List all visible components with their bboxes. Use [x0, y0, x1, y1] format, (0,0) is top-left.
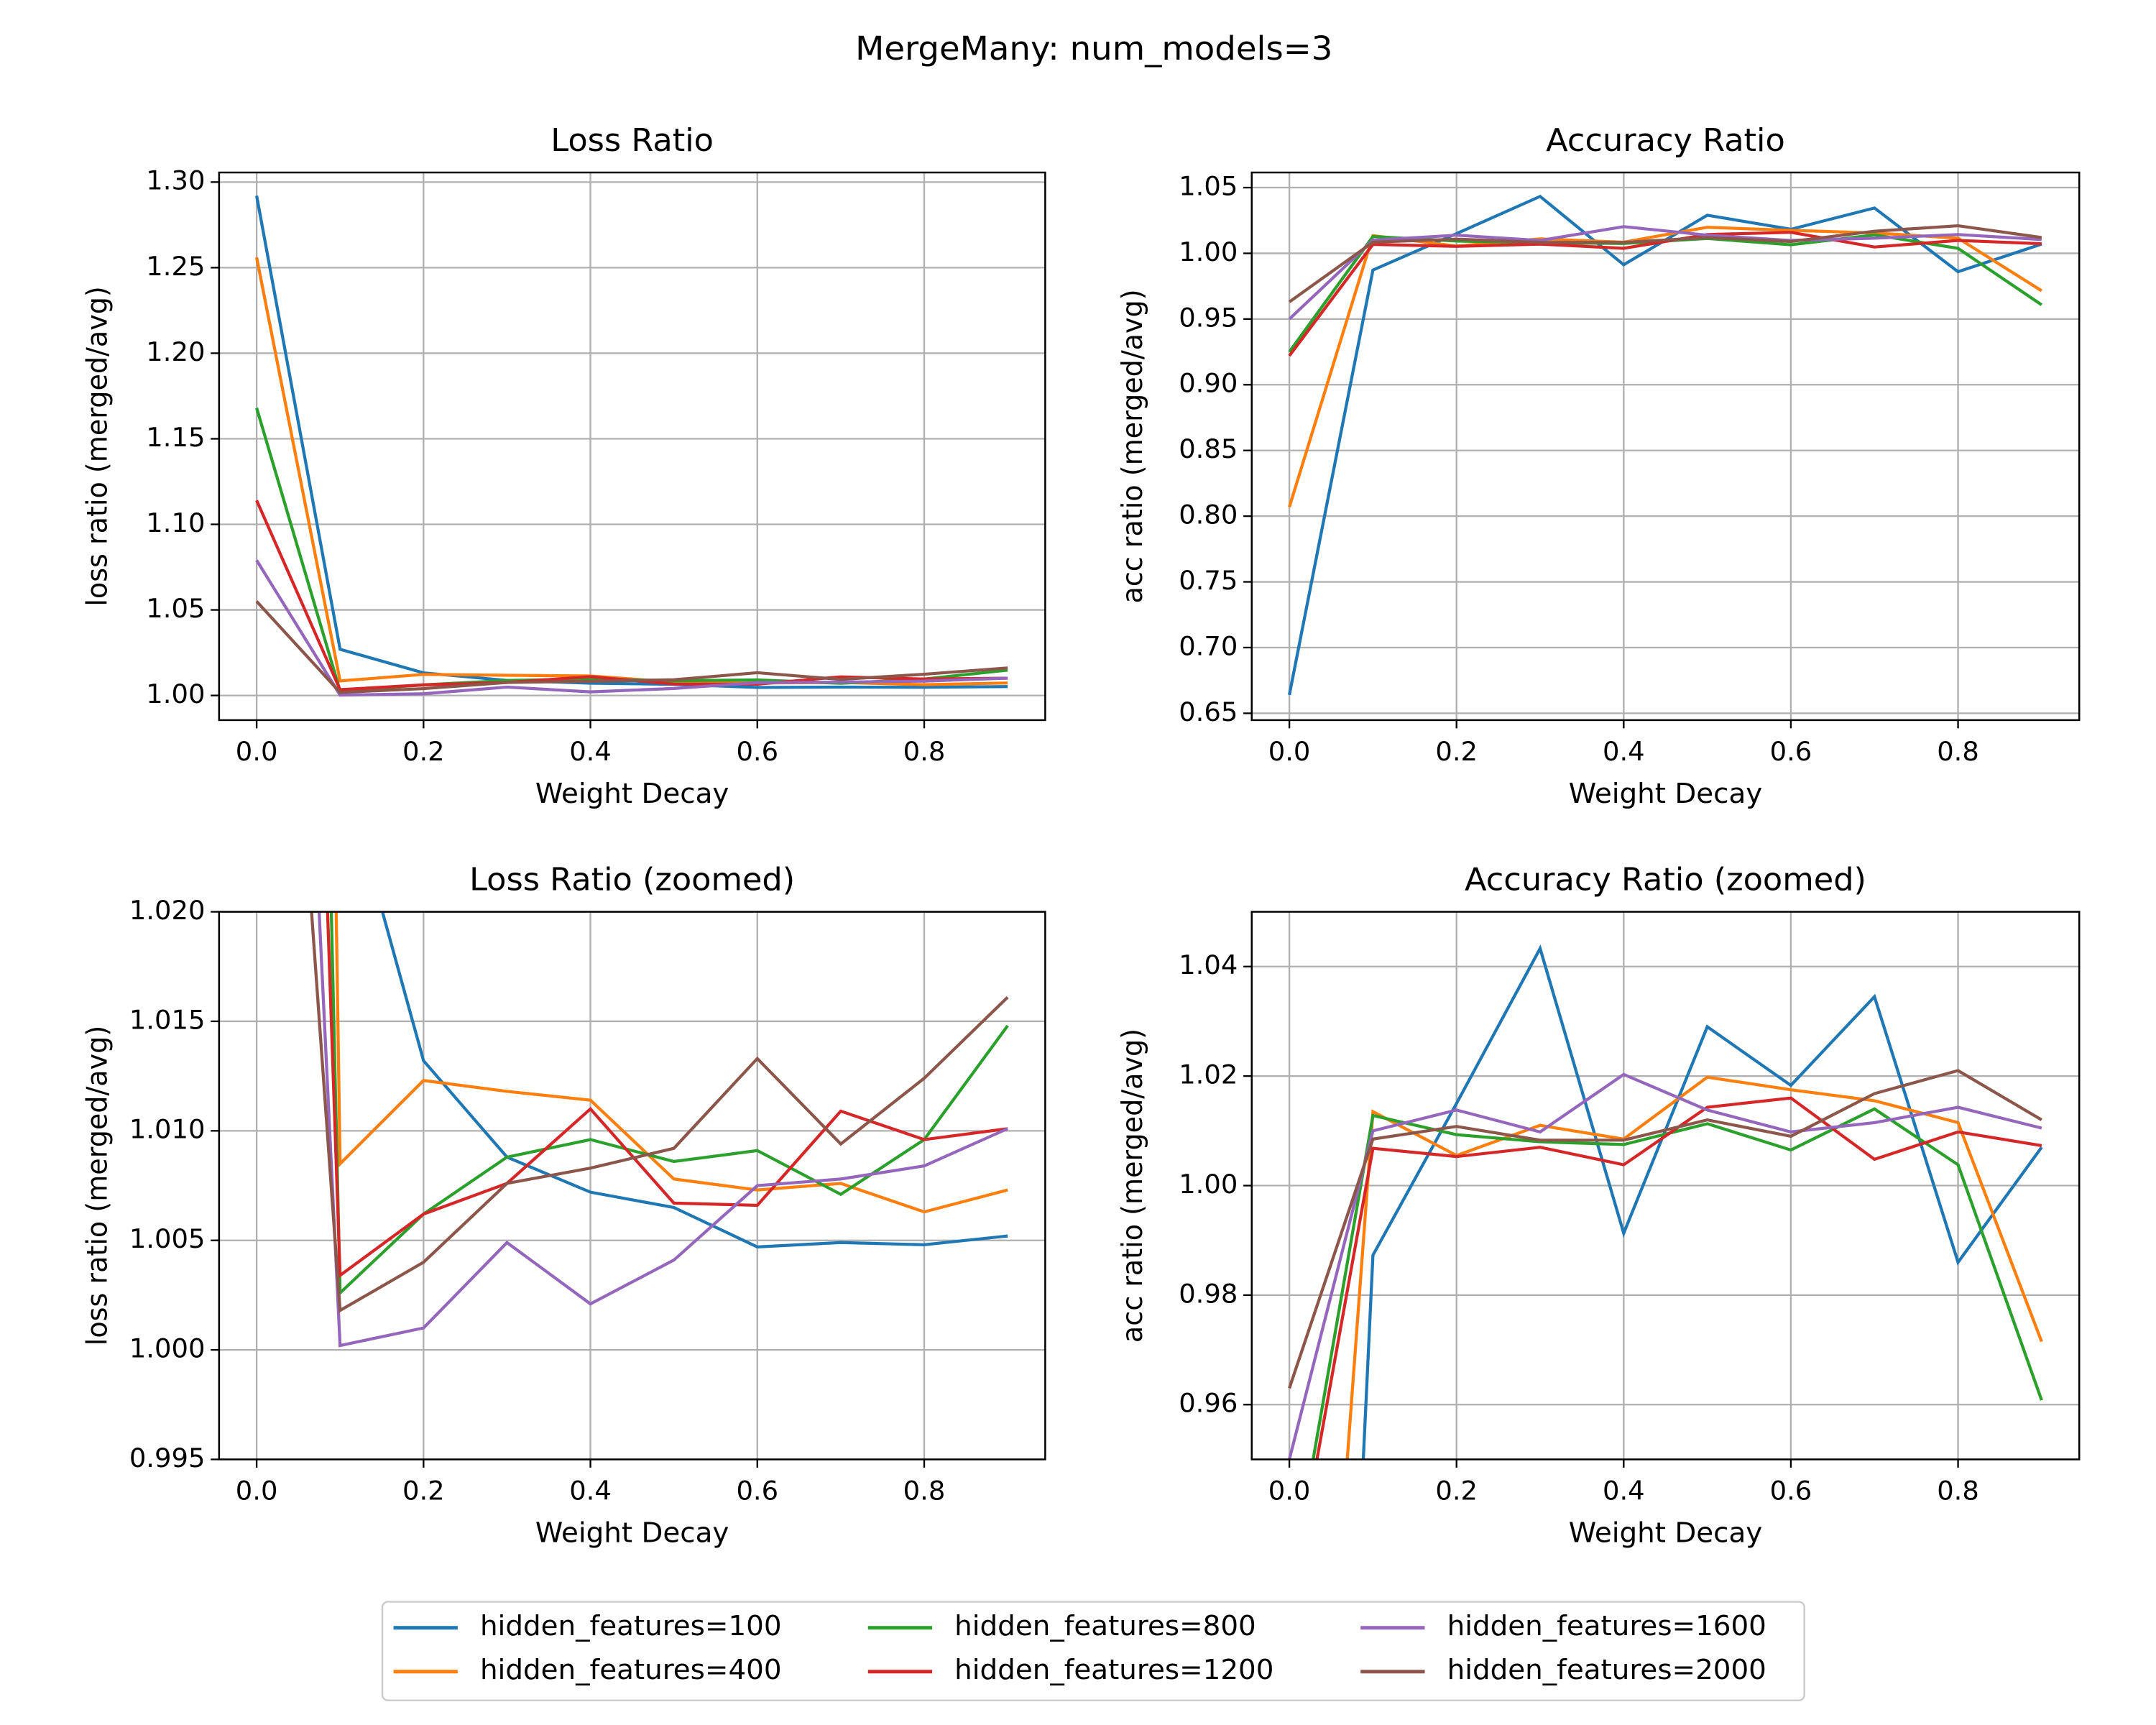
y-tick-label: 1.015 [129, 1005, 206, 1036]
y-tick-label: 0.96 [1179, 1388, 1238, 1419]
y-axis-label: acc ratio (merged/avg) [1117, 1029, 1149, 1343]
y-tick-label: 0.98 [1179, 1279, 1238, 1310]
subplot-title: Accuracy Ratio (zoomed) [1465, 862, 1866, 898]
series-line [255, 600, 1008, 694]
series-line [1288, 226, 2043, 507]
y-tick-label: 0.75 [1179, 565, 1238, 596]
series-line [1315, 1096, 2042, 1460]
y-tick-label: 0.70 [1179, 631, 1238, 662]
y-axis-label: loss ratio (merged/avg) [81, 286, 114, 606]
y-tick-label: 0.80 [1179, 500, 1238, 530]
legend-label: hidden_features=2000 [1447, 1654, 1766, 1686]
x-tick-label: 0.0 [236, 1476, 278, 1506]
y-tick-label: 1.00 [1179, 1169, 1238, 1200]
subplot-title: Loss Ratio [550, 122, 714, 159]
series-line [255, 559, 1008, 697]
subplot-title: Loss Ratio (zoomed) [469, 862, 795, 898]
x-tick-label: 0.8 [1937, 736, 1979, 767]
series-line [1287, 194, 2042, 696]
y-tick-label: 1.010 [129, 1114, 206, 1145]
series-line [1288, 1072, 2042, 1460]
y-axis-label: acc ratio (merged/avg) [1117, 289, 1149, 603]
x-tick-label: 0.4 [1603, 1476, 1645, 1506]
plot-frame [1250, 171, 2081, 722]
x-tick-label: 0.4 [1603, 736, 1645, 767]
series-line [334, 911, 1008, 1214]
x-tick-label: 0.0 [1268, 1476, 1311, 1506]
x-tick-label: 0.6 [1770, 1476, 1812, 1506]
y-tick-label: 1.00 [146, 678, 205, 709]
y-tick-label: 0.95 [1179, 303, 1238, 334]
x-tick-label: 0.2 [1435, 1476, 1478, 1506]
x-tick-label: 0.2 [402, 736, 445, 767]
y-tick-label: 1.005 [129, 1223, 206, 1254]
y-tick-label: 1.25 [146, 251, 205, 282]
y-tick-label: 0.995 [129, 1443, 206, 1473]
series-line [1288, 1069, 2042, 1389]
series-line [1288, 225, 2042, 321]
x-tick-label: 0.2 [402, 1476, 445, 1506]
x-tick-label: 0.6 [736, 1476, 778, 1506]
x-tick-label: 0.4 [569, 1476, 612, 1506]
x-axis-label: Weight Decay [1569, 1517, 1762, 1550]
x-axis-label: Weight Decay [535, 1517, 729, 1550]
series-line [310, 911, 1009, 1313]
x-tick-label: 0.6 [736, 736, 778, 767]
series-line [1312, 1107, 2043, 1460]
series-line [255, 500, 1008, 691]
y-tick-label: 0.65 [1179, 696, 1238, 727]
series-line [380, 911, 1008, 1248]
y-tick-label: 1.10 [146, 507, 205, 538]
x-tick-label: 0.6 [1770, 736, 1812, 767]
y-tick-label: 1.02 [1179, 1059, 1238, 1090]
y-tick-label: 1.15 [146, 422, 205, 453]
y-axis-label: loss ratio (merged/avg) [81, 1026, 114, 1346]
x-tick-label: 0.8 [903, 1476, 946, 1506]
legend-label: hidden_features=800 [954, 1610, 1256, 1642]
x-tick-label: 0.0 [1268, 736, 1311, 767]
y-tick-label: 1.04 [1179, 949, 1238, 980]
plot-frame [218, 911, 1046, 1460]
y-tick-label: 1.00 [1179, 236, 1238, 267]
series-line [329, 911, 1009, 1297]
series-line [255, 196, 1008, 689]
plot-frame [218, 171, 1046, 722]
legend-label: hidden_features=100 [480, 1610, 782, 1642]
figure-title: MergeMany: num_models=3 [855, 29, 1332, 67]
legend-label: hidden_features=1200 [954, 1654, 1273, 1686]
y-tick-label: 0.85 [1179, 433, 1238, 464]
x-tick-label: 0.0 [236, 736, 278, 767]
y-tick-label: 1.020 [129, 895, 206, 926]
y-tick-label: 0.90 [1179, 368, 1238, 399]
x-axis-label: Weight Decay [535, 778, 729, 810]
x-axis-label: Weight Decay [1569, 778, 1762, 810]
y-tick-label: 1.000 [129, 1333, 206, 1364]
legend-frame [381, 1601, 1805, 1701]
plot-frame [1250, 911, 2081, 1460]
series-line [317, 911, 1009, 1348]
y-tick-label: 1.05 [146, 593, 205, 624]
x-tick-label: 0.8 [903, 736, 946, 767]
series-line [326, 911, 1008, 1279]
y-tick-label: 1.05 [1179, 171, 1238, 202]
x-tick-label: 0.4 [569, 736, 612, 767]
series-line [1288, 233, 2043, 353]
y-tick-label: 1.20 [146, 336, 205, 367]
legend-label: hidden_features=400 [480, 1654, 782, 1686]
series-line [1288, 224, 2042, 303]
series-line [255, 408, 1008, 693]
legend-label: hidden_features=1600 [1447, 1610, 1766, 1642]
x-tick-label: 0.8 [1937, 1476, 1979, 1506]
y-tick-label: 1.30 [146, 165, 205, 196]
x-tick-label: 0.2 [1435, 736, 1478, 767]
series-line [255, 257, 1008, 686]
subplot-title: Accuracy Ratio [1546, 122, 1785, 159]
